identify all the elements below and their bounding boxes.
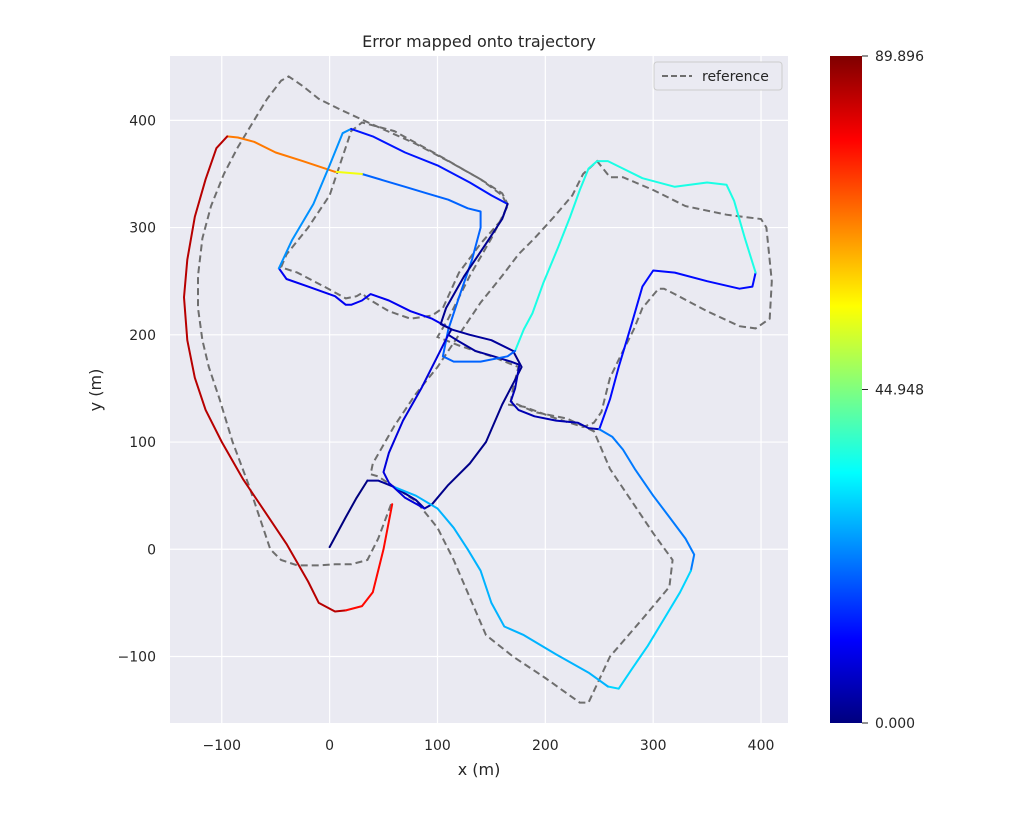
trajectory-segment xyxy=(350,127,509,205)
y-tick-label: 400 xyxy=(129,113,156,129)
colorbar-tick-label: 44.948 xyxy=(875,383,924,399)
trajectory-segment xyxy=(606,569,692,690)
colorbar: 0.000 44.948 89.896 xyxy=(830,49,924,732)
colorbar-tick-label: 89.896 xyxy=(875,49,924,65)
trajectory-segment xyxy=(334,170,363,175)
colorbar-tick-label: 0.000 xyxy=(875,716,915,732)
trajectory-segment xyxy=(393,486,609,688)
trajectory-segment xyxy=(328,479,369,549)
trajectory-segment xyxy=(439,203,509,331)
legend: reference xyxy=(653,61,783,91)
y-axis-label: y (m) xyxy=(86,369,105,412)
trajectory-segment xyxy=(382,333,450,510)
legend-label-reference: reference xyxy=(702,69,769,85)
trajectory-segment xyxy=(366,479,434,510)
colorbar-ticks: 0.000 44.948 89.896 xyxy=(862,49,924,732)
plot-area xyxy=(170,56,788,723)
trajectory-segment xyxy=(514,160,757,352)
y-tick-label: −100 xyxy=(118,650,156,666)
trajectory-segment xyxy=(277,127,353,270)
trajectory-segment xyxy=(447,328,521,366)
trajectory-segment xyxy=(277,267,453,331)
x-tick-label: −100 xyxy=(203,738,241,754)
trajectory-segment xyxy=(183,135,347,613)
trajectory-segment xyxy=(598,269,757,431)
trajectory-segment xyxy=(598,428,696,572)
trajectory-segment xyxy=(226,135,336,173)
trajectory-segment xyxy=(361,173,517,363)
trajectory-segment xyxy=(509,363,601,431)
y-tick-label: 100 xyxy=(129,435,156,451)
x-axis-label: x (m) xyxy=(458,760,501,779)
y-tick-label: 200 xyxy=(129,328,156,344)
x-tick-label: 400 xyxy=(748,738,775,754)
colorbar-gradient xyxy=(830,56,862,723)
y-axis-ticks: −100 0 100 200 300 400 xyxy=(118,113,156,665)
y-tick-label: 0 xyxy=(147,542,156,558)
trajectory-segment xyxy=(431,349,523,506)
chart-title: Error mapped onto trajectory xyxy=(362,32,596,51)
legend-box xyxy=(653,61,783,91)
x-tick-label: 0 xyxy=(325,738,334,754)
trajectory-segment xyxy=(344,503,394,612)
x-tick-label: 300 xyxy=(640,738,667,754)
trajectory xyxy=(183,127,757,690)
x-tick-label: 200 xyxy=(532,738,559,754)
y-tick-label: 300 xyxy=(129,221,156,237)
x-axis-ticks: −100 0 100 200 300 400 xyxy=(203,738,775,754)
x-tick-label: 100 xyxy=(424,738,451,754)
